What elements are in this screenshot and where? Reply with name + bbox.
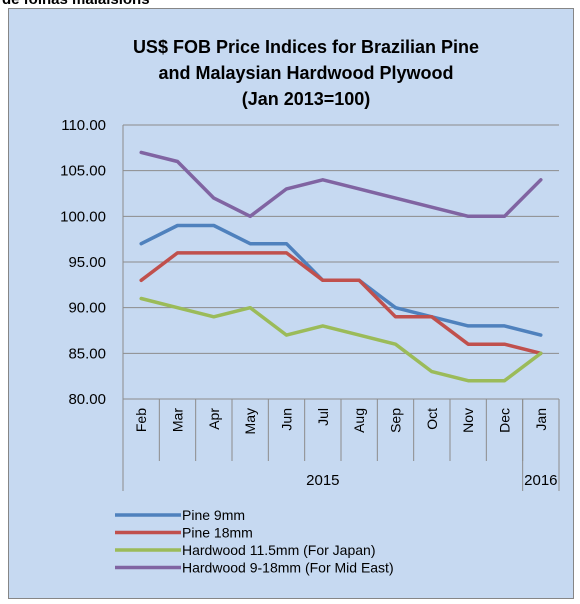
x-tick-label: Aug <box>351 408 367 433</box>
legend-label: Pine 18mm <box>182 525 253 541</box>
series-line <box>139 296 543 383</box>
x-tick-label: Apr <box>206 408 222 430</box>
y-tick-label: 110.00 <box>61 117 106 134</box>
legend-label: Hardwood 11.5mm (For Japan) <box>182 542 375 558</box>
x-tick-label: Nov <box>460 408 476 433</box>
y-tick-label: 85.00 <box>68 345 106 362</box>
x-tick-label: Jul <box>315 408 331 426</box>
group-label: 2015 <box>306 472 339 489</box>
y-tick-label: 95.00 <box>68 254 106 271</box>
legend-label: Pine 9mm <box>182 507 245 523</box>
y-tick-label: 105.00 <box>60 163 106 180</box>
caption: de folhas malaisions <box>2 0 150 8</box>
x-tick-label: Feb <box>133 408 149 432</box>
series-line <box>139 251 543 356</box>
chart-title: (Jan 2013=100) <box>242 89 371 109</box>
y-tick-label: 90.00 <box>68 300 106 317</box>
x-tick-label: Jun <box>279 408 295 431</box>
x-tick-label: Mar <box>170 408 186 432</box>
chart-title: US$ FOB Price Indices for Brazilian Pine <box>133 37 479 57</box>
legend-label: Hardwood 9-18mm (For Mid East) <box>182 560 394 576</box>
x-tick-label: Dec <box>497 408 513 433</box>
chart-title: and Malaysian Hardwood Plywood <box>158 63 453 83</box>
chart-area <box>8 8 574 599</box>
x-tick-label: Jan <box>533 408 549 431</box>
group-label: 2016 <box>524 472 557 489</box>
y-tick-label: 80.00 <box>68 391 106 408</box>
x-tick-label: May <box>242 408 258 434</box>
x-tick-label: Oct <box>424 408 440 430</box>
series-line <box>139 150 543 219</box>
x-tick-label: Sep <box>388 408 404 433</box>
y-tick-label: 100.00 <box>60 208 106 225</box>
